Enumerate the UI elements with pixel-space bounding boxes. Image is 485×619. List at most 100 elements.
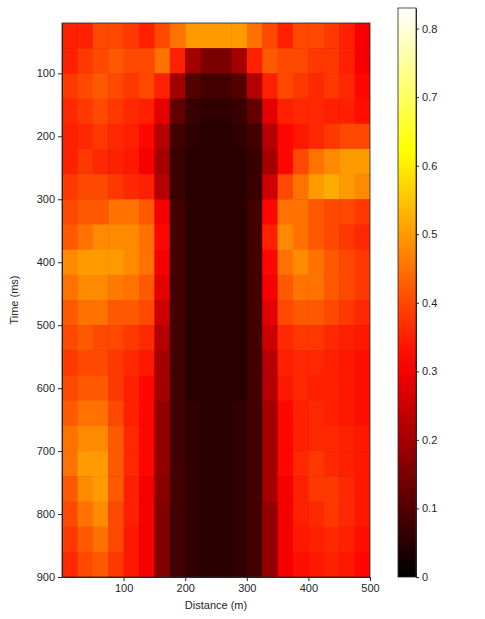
cell xyxy=(339,300,355,326)
tick-label: 0.7 xyxy=(422,91,437,103)
cell xyxy=(62,73,78,99)
tick-mark xyxy=(58,325,62,326)
cell xyxy=(93,426,109,452)
cell xyxy=(278,23,294,49)
cell xyxy=(308,250,324,276)
cell xyxy=(324,376,340,402)
cell xyxy=(308,275,324,301)
cell xyxy=(93,23,109,49)
cell xyxy=(324,476,340,502)
cell xyxy=(154,149,170,175)
cell xyxy=(216,527,232,553)
cell xyxy=(124,275,140,301)
cell xyxy=(262,73,278,99)
tick: 0.7 xyxy=(416,91,437,103)
cell xyxy=(278,48,294,74)
cell xyxy=(216,199,232,225)
cell xyxy=(355,426,370,452)
cell xyxy=(108,149,124,175)
cell xyxy=(231,250,247,276)
cell xyxy=(93,275,109,301)
cell xyxy=(324,275,340,301)
cell xyxy=(201,275,217,301)
plot-frame xyxy=(62,23,370,577)
cell xyxy=(77,124,93,150)
tick-label: 600 xyxy=(37,382,55,394)
cell xyxy=(355,199,370,225)
cell xyxy=(339,73,355,99)
tick: 0.1 xyxy=(416,502,437,514)
cell xyxy=(108,174,124,200)
tick-mark xyxy=(308,577,309,581)
cell xyxy=(201,199,217,225)
tick-mark xyxy=(416,577,419,578)
cell xyxy=(216,300,232,326)
cell xyxy=(154,325,170,351)
cell xyxy=(262,501,278,527)
cell xyxy=(293,376,309,402)
cell xyxy=(293,275,309,301)
cell xyxy=(77,149,93,175)
cell xyxy=(308,476,324,502)
cell xyxy=(293,300,309,326)
cell xyxy=(308,527,324,553)
cell xyxy=(339,325,355,351)
cell xyxy=(62,199,78,225)
cell xyxy=(170,350,186,376)
tick-label: 500 xyxy=(361,582,379,594)
cell xyxy=(93,48,109,74)
cell xyxy=(308,376,324,402)
cell xyxy=(77,552,93,577)
cell xyxy=(93,376,109,402)
cell xyxy=(62,350,78,376)
tick: 500 xyxy=(361,577,379,594)
cell xyxy=(216,501,232,527)
cell xyxy=(355,476,370,502)
cell xyxy=(308,552,324,577)
cell xyxy=(231,476,247,502)
cell xyxy=(324,99,340,125)
cell xyxy=(62,501,78,527)
tick-label: 200 xyxy=(37,130,55,142)
cell xyxy=(108,325,124,351)
cell xyxy=(231,552,247,577)
cell xyxy=(278,401,294,427)
cell xyxy=(139,527,155,553)
cell xyxy=(324,300,340,326)
cell xyxy=(324,325,340,351)
cell xyxy=(231,73,247,99)
cell xyxy=(324,451,340,477)
x-axis-title: Distance (m) xyxy=(185,599,247,611)
cell xyxy=(124,224,140,250)
cell xyxy=(170,174,186,200)
cell xyxy=(201,48,217,74)
cell xyxy=(247,426,263,452)
cell xyxy=(77,73,93,99)
cell xyxy=(154,224,170,250)
tick-label: 0.6 xyxy=(422,160,437,172)
cell xyxy=(62,527,78,553)
cell xyxy=(308,48,324,74)
cell xyxy=(278,174,294,200)
cell xyxy=(339,275,355,301)
cell xyxy=(216,48,232,74)
axis-line xyxy=(62,24,63,578)
cell xyxy=(139,376,155,402)
cell xyxy=(231,124,247,150)
tick: 0 xyxy=(416,571,428,583)
cell xyxy=(293,73,309,99)
cell xyxy=(247,552,263,577)
tick-mark xyxy=(416,303,419,304)
cell xyxy=(201,99,217,125)
cell xyxy=(262,48,278,74)
cell xyxy=(262,224,278,250)
cell xyxy=(231,401,247,427)
cell xyxy=(262,325,278,351)
cell xyxy=(139,99,155,125)
tick-label: 0.2 xyxy=(422,434,437,446)
cell xyxy=(170,250,186,276)
cell xyxy=(62,23,78,49)
cell xyxy=(108,476,124,502)
cell xyxy=(278,275,294,301)
cell xyxy=(231,300,247,326)
